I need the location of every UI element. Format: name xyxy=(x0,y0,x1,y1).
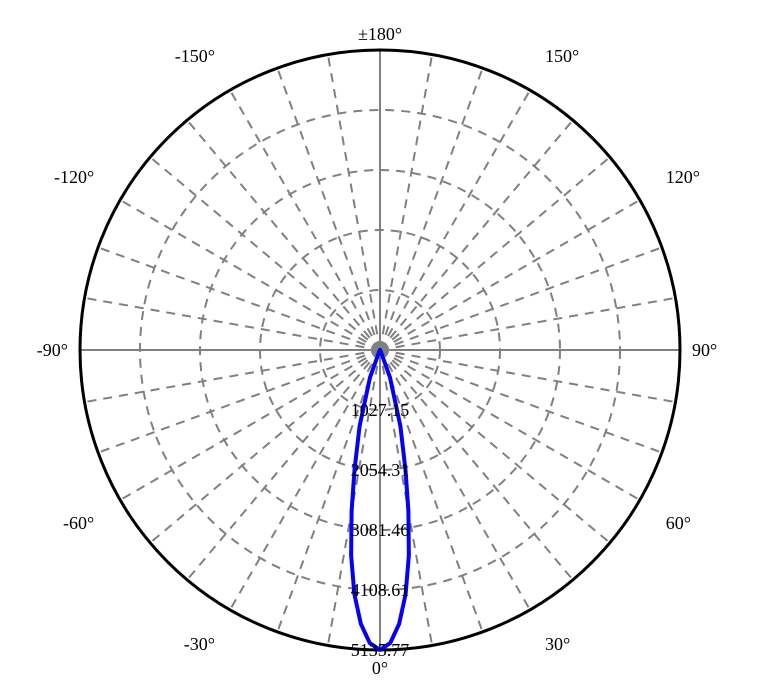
radius-label: 3081.46 xyxy=(351,520,410,540)
polar-chart-svg: 0° 30° 60° 90° 120° 150° ±180° -150° -120° -90° -6… xyxy=(0,0,763,697)
radius-label: 1027.15 xyxy=(351,400,410,420)
angle-label: ±180° xyxy=(358,24,402,44)
angle-label: 120° xyxy=(666,167,700,187)
angle-label: -120° xyxy=(54,167,94,187)
radius-label: 2054.31 xyxy=(351,460,410,480)
angle-label: 30° xyxy=(545,634,570,654)
polar-chart: 0° 30° 60° 90° 120° 150° ±180° -150° -120° -90° -6… xyxy=(0,0,763,697)
radius-label: 4108.61 xyxy=(351,580,410,600)
angle-label: 0° xyxy=(372,658,388,678)
angle-label: -150° xyxy=(175,46,215,66)
angle-label: 150° xyxy=(545,46,579,66)
angle-label: -90° xyxy=(37,340,68,360)
angle-label: -60° xyxy=(63,513,94,533)
radius-label: 5135.77 xyxy=(351,640,410,660)
angle-label: 60° xyxy=(666,513,691,533)
angle-label: 90° xyxy=(692,340,717,360)
angle-label: -30° xyxy=(184,634,215,654)
